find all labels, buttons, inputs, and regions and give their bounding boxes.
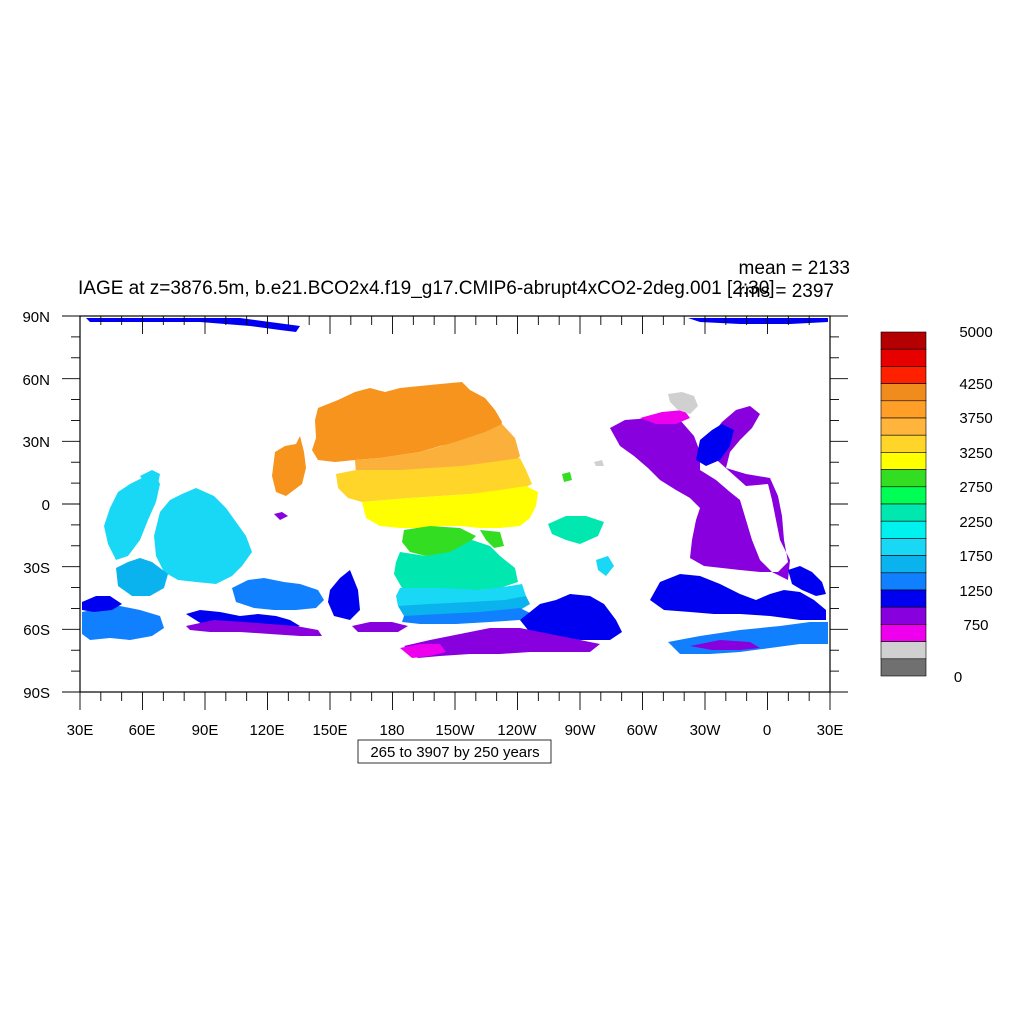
contour-info-text: 265 to 3907 by 250 years [370, 744, 539, 761]
pacific-north-orange [312, 382, 502, 462]
pacific-cyan [396, 584, 526, 606]
colorbar-box [880, 348, 927, 367]
indian-sumatra-purple [274, 512, 288, 520]
colorbar-box [880, 452, 927, 470]
lat-label-90s: 90S [23, 685, 50, 702]
pacific-mid-lightorange [355, 424, 520, 476]
colorbar [880, 331, 927, 677]
atlantic-purple [610, 406, 790, 580]
colorbar-box [880, 503, 927, 522]
indian-lightblue [116, 558, 168, 596]
colorbar-label-2750: 2750 [959, 479, 992, 496]
lon-labels: 30E 60E 90E 120E 150E 180 150W 120W 90W … [67, 722, 844, 739]
lat-label-60s: 60S [23, 622, 50, 639]
lat-label-30n: 30N [22, 434, 50, 451]
indian-south-blue [232, 578, 324, 610]
colorbar-label-1250: 1250 [959, 583, 992, 600]
indian-west-cyan [104, 472, 160, 560]
lon-label-120w: 120W [497, 722, 537, 739]
indian-southwest-blue [82, 606, 164, 640]
colorbar-box [880, 520, 927, 539]
lon-label-30w: 30W [690, 722, 722, 739]
colorbar-box [880, 434, 927, 453]
arctic-strip-east [688, 318, 828, 324]
plot-title: IAGE at z=3876.5m, b.e21.BCO2x4.f19_g17.… [78, 278, 775, 299]
mediterranean-gray [594, 460, 604, 466]
contour-info-frame [357, 739, 552, 764]
lon-label-30e-right: 30E [817, 722, 844, 739]
colorbar-box [880, 417, 927, 436]
lon-label-120e: 120E [249, 722, 284, 739]
atlantic-north-magenta [640, 410, 690, 424]
colorbar-box [880, 469, 927, 488]
colorbar-box [880, 589, 927, 608]
colorbar-labels: 5000 4250 3750 3250 2750 2250 1750 1250 … [954, 324, 993, 686]
mean-stat: mean = 2133 [739, 258, 850, 279]
lat-label-60n: 60N [22, 372, 50, 389]
map-panel [62, 315, 848, 710]
colorbar-box [880, 555, 927, 574]
lon-label-90e: 90E [192, 722, 219, 739]
lon-label-150e: 150E [312, 722, 347, 739]
colorbar-box [880, 606, 927, 625]
lat-label-30s: 30S [23, 560, 50, 577]
lat-label-0: 0 [42, 497, 50, 514]
gulf-of-mexico-turquoise [548, 516, 604, 544]
colorbar-box [880, 331, 927, 350]
lon-label-60e: 60E [129, 722, 156, 739]
atlantic-north-darkblue [696, 424, 734, 466]
colorbar-box [880, 383, 927, 402]
colorbar-label-0: 0 [954, 669, 962, 686]
pacific-west-orange [272, 436, 306, 496]
indian-southern-purple [186, 620, 322, 636]
field-fill [82, 318, 828, 658]
lon-label-180: 180 [379, 722, 404, 739]
pacific-turquoise [394, 540, 518, 590]
lon-label-90w: 90W [565, 722, 597, 739]
lon-label-0: 0 [763, 722, 771, 739]
caribbean-cyan [596, 556, 614, 576]
pacific-southern-magenta [400, 644, 446, 658]
caribbean-green [562, 472, 572, 482]
colorbar-box [880, 538, 927, 556]
pacific-south-blue [402, 608, 532, 624]
lon-label-60w: 60W [627, 722, 659, 739]
contour-info-box: 265 to 3907 by 250 years [357, 739, 552, 764]
lon-label-150w: 150W [435, 722, 475, 739]
colorbar-box [880, 572, 927, 591]
lat-labels: 90N 60N 30N 0 30S 60S 90S [22, 309, 50, 702]
colorbar-label-750: 750 [963, 617, 988, 634]
colorbar-label-3750: 3750 [959, 410, 992, 427]
lat-label-90n: 90N [22, 309, 50, 326]
colorbar-box [880, 486, 927, 505]
colorbar-box [880, 624, 927, 642]
pacific-southwest-darkblue [328, 570, 360, 620]
atlantic-south-darkblue [650, 574, 826, 620]
colorbar-box [880, 658, 927, 677]
colorbar-box [880, 641, 927, 660]
pacific-southern-purple [404, 628, 600, 658]
pacific-yellow [362, 486, 538, 528]
colorbar-label-1750: 1750 [959, 548, 992, 565]
atlantic-east-darkblue [788, 566, 826, 596]
pacific-southeast-darkblue [520, 594, 622, 640]
colorbar-label-2250: 2250 [959, 514, 992, 531]
map-ticks [62, 315, 848, 710]
pacific-green-patch [480, 530, 504, 548]
pacific-ross-purple [352, 622, 408, 632]
rms-stat: rms = 2397 [738, 281, 834, 302]
colorbar-box [880, 366, 927, 384]
atlantic-weddell-purple [690, 640, 760, 650]
pacific-gold [336, 458, 532, 502]
colorbar-label-4250: 4250 [959, 376, 992, 393]
colorbar-box [880, 400, 927, 419]
indian-madagascar-darkblue [82, 596, 122, 612]
colorbar-label-3250: 3250 [959, 445, 992, 462]
atlantic-north-gray [668, 392, 698, 414]
indian-east-cyan [140, 470, 160, 488]
lon-label-30e: 30E [67, 722, 94, 739]
indian-cyan [154, 488, 252, 584]
colorbar-label-5000: 5000 [959, 324, 992, 341]
